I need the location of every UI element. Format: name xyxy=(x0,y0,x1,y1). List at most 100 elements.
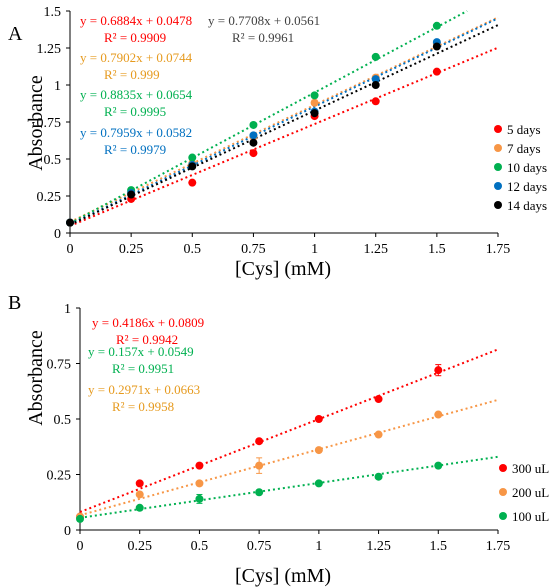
fit-equation-100ul: y = 0.157x + 0.0549 xyxy=(88,344,194,359)
data-point-100-uL xyxy=(76,514,84,523)
fit-equation-300ul: y = 0.4186x + 0.0809 xyxy=(92,315,204,330)
fit-r2-14days: R² = 0.9961 xyxy=(232,30,294,45)
data-point-12-days xyxy=(371,75,380,84)
legend-label: 200 uL xyxy=(512,485,549,500)
trendline-5-days xyxy=(69,46,499,227)
data-point-7-days xyxy=(310,98,319,107)
data-point-100-uL xyxy=(434,461,443,470)
legend-marker xyxy=(494,163,502,171)
y-tick-label-a: 0.25 xyxy=(37,190,62,205)
data-point-10-days xyxy=(188,153,197,162)
data-point-100-uL xyxy=(255,488,264,497)
legend-label: 10 days xyxy=(507,160,547,175)
data-point-5-days xyxy=(432,67,441,76)
y-tick-label-b: 0 xyxy=(64,524,71,539)
data-point-14-days xyxy=(310,109,319,118)
plot-area-b: 0 0.25 0.5 0.75 1 1.25 1.5 1.75 0 0.25 0.5 0.75 1 300… xyxy=(47,302,550,554)
x-tick-label-a: 1 xyxy=(311,242,318,257)
data-point-14-days xyxy=(127,190,136,199)
trendline-7-days xyxy=(69,16,499,223)
data-point-100-uL xyxy=(195,494,204,503)
x-tick-label-b: 0.5 xyxy=(191,539,209,554)
x-tick-label-a: 0.5 xyxy=(184,242,202,257)
data-point-10-days xyxy=(371,52,380,61)
legend-marker xyxy=(494,144,502,152)
legend-label: 14 days xyxy=(507,198,547,213)
data-point-5-days xyxy=(249,149,258,158)
panel-b: B Absorbance [Cys] (mM) y = 0.4186x + 0.… xyxy=(8,292,331,587)
trendline-12-days xyxy=(69,17,499,226)
data-point-200-uL xyxy=(434,410,443,419)
x-tick-label-b: 1.75 xyxy=(486,539,511,554)
data-point-100-uL xyxy=(374,472,383,481)
data-point-10-days xyxy=(310,91,319,100)
legend-label: 12 days xyxy=(507,179,547,194)
x-tick-label-b: 1 xyxy=(315,539,322,554)
data-point-10-days xyxy=(249,120,258,129)
fit-equation-5days: y = 0.6884x + 0.0478 xyxy=(80,13,192,28)
fit-r2-10days: R² = 0.9995 xyxy=(104,104,166,119)
fit-equation-200ul: y = 0.2971x + 0.0663 xyxy=(88,382,200,397)
y-tick-label-b: 0.75 xyxy=(47,358,72,373)
legend-label: 5 days xyxy=(507,122,541,137)
data-point-14-days xyxy=(188,162,197,171)
data-point-300-uL xyxy=(374,395,383,404)
fit-r2-7days: R² = 0.999 xyxy=(104,67,160,82)
x-axis-title-b: [Cys] (mM) xyxy=(235,565,331,587)
x-tick-label-a: 1.75 xyxy=(486,242,511,257)
y-tick-label-a: 1 xyxy=(54,79,61,94)
legend-label: 7 days xyxy=(507,141,541,156)
x-tick-label-a: 0 xyxy=(67,242,74,257)
y-tick-label-a: 0 xyxy=(54,227,61,242)
x-tick-label-a: 0.75 xyxy=(241,242,266,257)
data-point-5-days xyxy=(371,97,380,106)
legend-marker xyxy=(494,182,502,190)
y-tick-label-a: 1.5 xyxy=(44,5,62,20)
fit-r2-5days: R² = 0.9909 xyxy=(104,30,166,45)
data-point-10-days xyxy=(432,21,441,30)
trendline-14-days xyxy=(69,24,499,226)
legend-label: 100 uL xyxy=(512,509,549,524)
data-point-14-days xyxy=(432,42,441,51)
data-point-200-uL xyxy=(195,479,204,488)
data-point-300-uL xyxy=(434,366,443,375)
fit-r2-100ul: R² = 0.9951 xyxy=(112,361,174,376)
data-point-14-days xyxy=(249,138,258,147)
x-tick-label-a: 0.25 xyxy=(119,242,144,257)
trendline-10-days xyxy=(69,10,468,225)
data-point-14-days xyxy=(66,218,74,227)
data-point-300-uL xyxy=(314,415,323,423)
data-point-200-uL xyxy=(314,446,323,455)
legend-marker xyxy=(494,201,502,209)
legend-label: 300 uL xyxy=(512,461,549,476)
data-point-300-uL xyxy=(195,461,204,470)
legend-marker xyxy=(494,125,502,133)
data-point-200-uL xyxy=(255,461,264,470)
fit-equation-7days: y = 0.7902x + 0.0744 xyxy=(80,50,193,65)
y-tick-label-b: 0.25 xyxy=(47,469,72,484)
y-axis-title-b: Absorbance xyxy=(25,330,47,426)
y-tick-label-b: 1 xyxy=(64,302,71,317)
fit-equation-12days: y = 0.7959x + 0.0582 xyxy=(80,125,192,140)
fit-equation-14days: y = 0.7708x + 0.0561 xyxy=(208,13,320,28)
fit-equation-10days: y = 0.8835x + 0.0654 xyxy=(80,87,193,102)
y-tick-label-a: 1.25 xyxy=(37,42,62,57)
panel-label-a: A xyxy=(8,23,23,45)
data-point-14-days xyxy=(371,81,380,89)
legend-marker xyxy=(499,488,507,496)
legend-marker xyxy=(499,512,507,520)
trendline-100-uL xyxy=(79,455,499,519)
data-point-12-days xyxy=(249,131,258,140)
plot-area-a: 0 0.25 0.5 0.75 1 1.25 1.5 1.75 0 0.25 0.5 0.75 1 1.2… xyxy=(37,5,548,257)
y-axis-title-a: Absorbance xyxy=(25,75,47,171)
trendline-200-uL xyxy=(79,398,499,517)
x-tick-label-b: 1.5 xyxy=(430,539,448,554)
legend-marker xyxy=(499,464,507,472)
fit-r2-12days: R² = 0.9979 xyxy=(104,142,166,157)
x-tick-label-b: 0.75 xyxy=(247,539,272,554)
fit-r2-200ul: R² = 0.9958 xyxy=(112,399,174,414)
y-tick-label-a: 0.5 xyxy=(44,153,62,168)
fit-r2-300ul: R² = 0.9942 xyxy=(116,332,178,347)
data-point-5-days xyxy=(188,178,197,187)
